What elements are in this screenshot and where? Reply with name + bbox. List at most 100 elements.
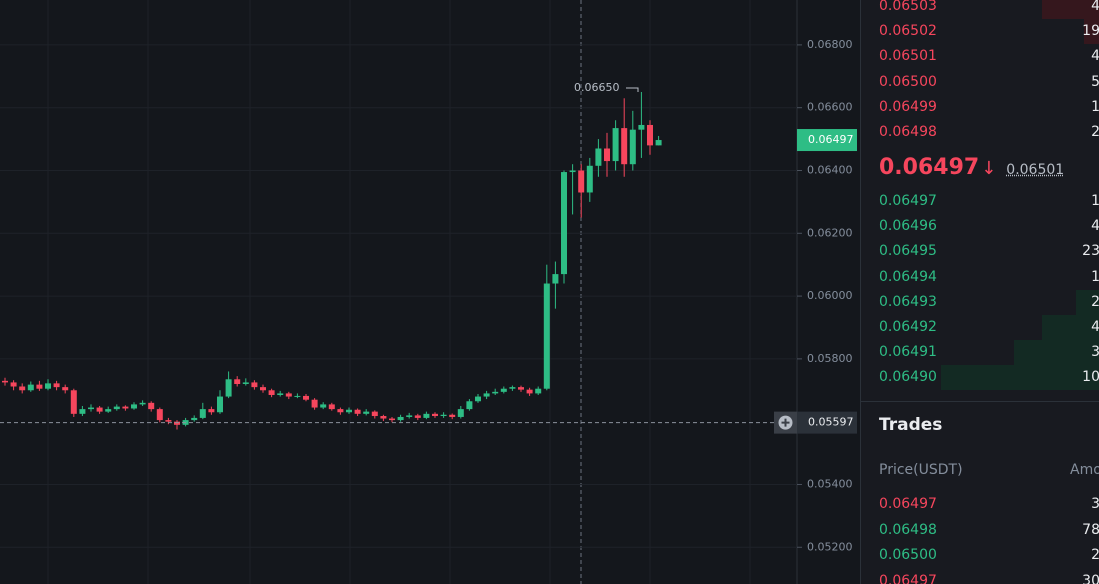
bid-price: 0.06491 — [879, 340, 937, 365]
trades-title: Trades — [879, 415, 942, 435]
trade-amount: 2 — [1091, 543, 1099, 568]
candle-body — [484, 393, 490, 396]
trade-price: 0.06500 — [879, 543, 937, 568]
candle-body — [217, 397, 223, 413]
trades-price-header: Price(USDT) — [879, 462, 963, 478]
bid-amount: 10 — [1082, 365, 1099, 390]
ask-row[interactable]: 0.06499 1 — [861, 95, 1099, 120]
bid-row[interactable]: 0.06494 1 — [861, 265, 1099, 290]
candle-body — [492, 392, 498, 394]
candle-body — [28, 385, 34, 391]
candle-body — [587, 166, 593, 193]
candle-body — [630, 130, 636, 165]
candle-body — [380, 416, 386, 419]
bid-price: 0.06494 — [879, 265, 937, 290]
ask-price: 0.06502 — [879, 19, 937, 44]
candle-body — [475, 397, 481, 402]
candle-body — [406, 415, 412, 417]
ask-row[interactable]: 0.06500 5 — [861, 70, 1099, 95]
candle-body — [552, 274, 558, 283]
high-marker-label: 0.06650 — [574, 81, 620, 94]
bid-price: 0.06490 — [879, 365, 937, 390]
candle-body — [638, 125, 644, 130]
chart-background — [0, 0, 860, 584]
candle-body — [415, 415, 421, 418]
y-tick-label: 0.05800 — [807, 352, 853, 365]
ask-amount: 2 — [1091, 120, 1099, 145]
candle-body — [578, 170, 584, 192]
candle-body — [613, 128, 619, 161]
trade-amount: 3 — [1091, 492, 1099, 517]
bid-row[interactable]: 0.06495 23 — [861, 239, 1099, 264]
candle-body — [286, 393, 292, 396]
candle-body — [105, 409, 111, 412]
trade-amount: 30 — [1082, 569, 1099, 584]
candle-body — [501, 389, 507, 392]
candle-body — [570, 170, 576, 172]
bid-amount: 1 — [1091, 265, 1099, 290]
candle-body — [423, 414, 429, 418]
candle-body — [294, 396, 300, 397]
ask-row[interactable]: 0.06498 2 — [861, 120, 1099, 145]
trade-row: 0.06498 78 — [861, 518, 1099, 543]
candle-body — [398, 417, 404, 420]
price-direction: ↓ — [981, 158, 996, 179]
mark-price[interactable]: 0.06501 — [1006, 162, 1064, 178]
ask-amount: 4 — [1091, 44, 1099, 69]
ask-price: 0.06499 — [879, 95, 937, 120]
candle-body — [148, 403, 154, 409]
candle-body — [595, 149, 601, 166]
candle-body — [88, 408, 94, 410]
candle-body — [441, 415, 447, 416]
y-tick-label: 0.06400 — [807, 163, 853, 176]
candle-body — [647, 125, 653, 145]
candle-body — [208, 409, 214, 412]
candle-body — [544, 284, 550, 389]
ask-row[interactable]: 0.06503 4 — [861, 0, 1099, 19]
order-book-panel: 0.06497 ↓ 0.06501 Trades Price(USDT) Amo 0… — [860, 0, 1099, 584]
ask-amount: 19 — [1082, 19, 1099, 44]
trade-price: 0.06498 — [879, 518, 937, 543]
candle-body — [122, 407, 128, 409]
candle-body — [303, 396, 309, 400]
candle-body — [337, 409, 343, 412]
trade-amount: 78 — [1082, 518, 1099, 543]
bid-price: 0.06492 — [879, 315, 937, 340]
y-tick-label: 0.05200 — [807, 540, 853, 553]
candle-body — [131, 404, 137, 408]
bid-amount: 2 — [1091, 290, 1099, 315]
bid-row[interactable]: 0.06491 3 — [861, 340, 1099, 365]
depth-bar — [941, 365, 1099, 390]
candle-body — [561, 172, 567, 274]
bid-row[interactable]: 0.06490 10 — [861, 365, 1099, 390]
candle-body — [466, 401, 472, 409]
y-tick-label: 0.06200 — [807, 226, 853, 239]
ask-row[interactable]: 0.06502 19 — [861, 19, 1099, 44]
candle-body — [518, 387, 524, 390]
bid-row[interactable]: 0.06492 4 — [861, 315, 1099, 340]
candle-body — [346, 410, 352, 413]
bid-row[interactable]: 0.06496 4 — [861, 214, 1099, 239]
bid-amount: 1 — [1091, 189, 1099, 214]
ask-amount: 5 — [1091, 70, 1099, 95]
candle-body — [320, 404, 326, 407]
candle-body — [19, 387, 25, 391]
trades-amount-header: Amo — [1070, 462, 1099, 478]
candle-body — [363, 412, 369, 414]
candle-body — [243, 382, 249, 384]
ask-row[interactable]: 0.06501 4 — [861, 44, 1099, 69]
bid-price: 0.06496 — [879, 214, 937, 239]
mid-price-value: 0.06497 — [879, 155, 979, 180]
candle-body — [535, 389, 541, 394]
bid-row[interactable]: 0.06493 2 — [861, 290, 1099, 315]
candle-body — [97, 408, 103, 412]
separator — [861, 401, 1099, 402]
trade-price: 0.06497 — [879, 492, 937, 517]
mid-price: 0.06497 ↓ 0.06501 — [879, 152, 1064, 184]
trade-price: 0.06497 — [879, 569, 937, 584]
bid-row[interactable]: 0.06497 1 — [861, 189, 1099, 214]
depth-bar — [1014, 340, 1099, 365]
candle-body — [355, 410, 361, 414]
last-price: 0.06497 — [808, 133, 854, 146]
